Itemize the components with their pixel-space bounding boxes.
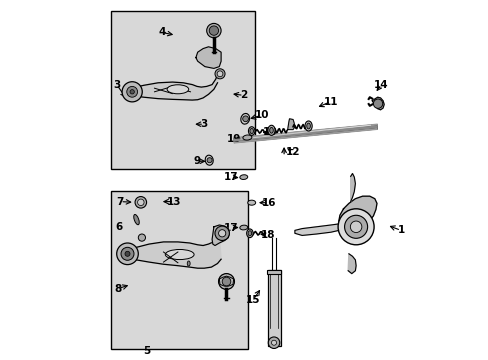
Text: 13: 13 (167, 197, 181, 207)
Circle shape (217, 71, 223, 77)
Text: 10: 10 (254, 110, 268, 120)
Polygon shape (212, 225, 229, 246)
Ellipse shape (205, 155, 213, 165)
Circle shape (218, 274, 234, 289)
Ellipse shape (239, 175, 247, 180)
Circle shape (373, 99, 382, 108)
Polygon shape (338, 196, 376, 231)
Text: 2: 2 (240, 90, 247, 100)
Circle shape (209, 26, 218, 35)
Circle shape (271, 340, 276, 345)
Circle shape (344, 215, 367, 238)
Ellipse shape (267, 125, 275, 135)
Text: 12: 12 (285, 147, 300, 157)
Bar (266, 270, 281, 274)
Bar (267, 270, 280, 346)
Circle shape (268, 337, 279, 348)
Ellipse shape (239, 225, 247, 230)
Circle shape (117, 243, 138, 265)
Ellipse shape (247, 231, 251, 236)
Bar (111, 191, 247, 349)
Text: 3: 3 (113, 80, 120, 90)
Text: 5: 5 (143, 346, 151, 356)
Polygon shape (136, 236, 221, 268)
Circle shape (125, 251, 130, 256)
Text: 1: 1 (397, 225, 404, 235)
Circle shape (242, 116, 248, 122)
Ellipse shape (243, 135, 251, 140)
Polygon shape (196, 47, 221, 68)
Text: 17: 17 (223, 172, 238, 182)
Text: 7: 7 (116, 197, 124, 207)
Circle shape (138, 234, 145, 241)
Circle shape (215, 226, 229, 240)
Bar (111, 11, 255, 169)
Polygon shape (347, 254, 355, 274)
Ellipse shape (240, 113, 249, 124)
Text: 16: 16 (261, 198, 275, 208)
Circle shape (337, 209, 373, 245)
Ellipse shape (187, 261, 190, 266)
Polygon shape (350, 174, 355, 202)
Ellipse shape (306, 123, 310, 129)
Ellipse shape (248, 127, 254, 135)
Text: 8: 8 (114, 284, 121, 294)
Text: 14: 14 (373, 80, 388, 90)
Circle shape (135, 197, 146, 208)
Text: 3: 3 (200, 119, 207, 129)
Circle shape (137, 199, 144, 206)
Polygon shape (371, 97, 384, 110)
Text: 11: 11 (323, 96, 338, 107)
Polygon shape (131, 72, 218, 100)
Circle shape (122, 82, 142, 102)
Ellipse shape (247, 200, 255, 205)
Text: 9: 9 (193, 156, 200, 166)
Circle shape (206, 158, 212, 163)
Text: 15: 15 (246, 294, 260, 305)
Text: 4: 4 (158, 27, 165, 37)
Ellipse shape (167, 85, 188, 94)
Circle shape (349, 221, 361, 233)
Ellipse shape (246, 229, 253, 238)
Circle shape (130, 90, 134, 94)
Text: 17: 17 (223, 222, 238, 233)
Text: 6: 6 (115, 222, 122, 232)
Text: 18: 18 (260, 230, 275, 240)
Text: 19: 19 (227, 134, 241, 144)
Ellipse shape (249, 129, 253, 134)
Circle shape (126, 86, 137, 97)
Polygon shape (219, 276, 233, 286)
Circle shape (215, 69, 224, 79)
Text: 18: 18 (263, 127, 277, 138)
Circle shape (206, 23, 221, 38)
Circle shape (222, 277, 230, 286)
Ellipse shape (269, 127, 273, 133)
Ellipse shape (165, 249, 194, 260)
Polygon shape (287, 119, 294, 130)
Circle shape (121, 247, 134, 260)
Polygon shape (294, 224, 338, 235)
Circle shape (218, 230, 225, 237)
Ellipse shape (305, 121, 311, 131)
Ellipse shape (134, 215, 139, 225)
